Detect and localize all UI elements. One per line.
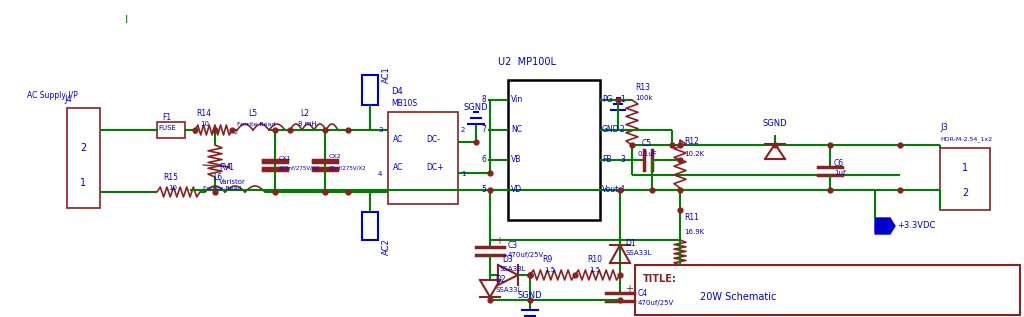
Text: 2: 2	[234, 131, 238, 135]
Text: SSA33L: SSA33L	[495, 287, 521, 293]
Bar	[67, 108, 100, 208]
Text: MB10S: MB10S	[391, 100, 417, 108]
Text: 1.5: 1.5	[544, 267, 555, 273]
Text: R15: R15	[163, 173, 178, 183]
Text: R14: R14	[196, 109, 211, 119]
Text: 10.2K: 10.2K	[684, 151, 705, 157]
Text: AC Supply I/P: AC Supply I/P	[27, 92, 78, 100]
Text: 2: 2	[620, 126, 625, 134]
Text: 1: 1	[962, 163, 968, 173]
Text: R12: R12	[684, 138, 698, 146]
Text: D3: D3	[502, 255, 513, 263]
Text: F1: F1	[162, 113, 171, 122]
Bar	[635, 265, 1020, 315]
Text: 220nf/275V/X2: 220nf/275V/X2	[279, 165, 321, 171]
Text: R10: R10	[587, 255, 602, 263]
Text: I: I	[125, 15, 128, 25]
Text: U2  MP100L: U2 MP100L	[498, 57, 556, 67]
Text: 6: 6	[481, 156, 486, 165]
Text: +: +	[495, 236, 503, 246]
Text: AC1: AC1	[382, 67, 391, 83]
Text: Vout: Vout	[602, 185, 620, 195]
Text: 22nf/275V/X2: 22nf/275V/X2	[329, 165, 367, 171]
Text: 5: 5	[481, 185, 486, 195]
Text: Vin: Vin	[511, 95, 523, 105]
Text: SGND: SGND	[518, 290, 543, 300]
Text: CX2: CX2	[329, 153, 342, 158]
Text: +: +	[625, 284, 633, 294]
Text: FB: FB	[602, 156, 611, 165]
Text: Ferrite Bead: Ferrite Bead	[203, 185, 242, 191]
Text: Varistor: Varistor	[219, 179, 246, 185]
Text: SGND: SGND	[763, 119, 787, 127]
Text: AC: AC	[393, 163, 403, 171]
Text: TITLE:: TITLE:	[643, 274, 677, 284]
Bar	[508, 80, 600, 220]
Text: GND: GND	[602, 126, 620, 134]
Text: 8: 8	[481, 95, 486, 105]
Text: Ferrite Bead: Ferrite Bead	[237, 121, 275, 126]
Text: 1: 1	[620, 95, 625, 105]
Bar	[362, 75, 378, 105]
Text: 3: 3	[378, 127, 383, 133]
Text: DC-: DC-	[426, 135, 440, 145]
Text: RV1: RV1	[219, 164, 234, 172]
Text: 1: 1	[80, 178, 86, 188]
Text: 20W Schematic: 20W Schematic	[700, 292, 776, 302]
Text: 3: 3	[620, 156, 625, 165]
Text: 10: 10	[168, 185, 177, 191]
Text: 100k: 100k	[635, 95, 652, 101]
Text: VB: VB	[511, 156, 521, 165]
Text: L5: L5	[248, 109, 257, 119]
Text: 470uf/25V: 470uf/25V	[638, 300, 674, 306]
Text: FUSE: FUSE	[158, 125, 176, 131]
Text: D1: D1	[625, 238, 636, 248]
Bar	[362, 212, 378, 240]
Text: L6: L6	[213, 173, 222, 183]
Bar	[157, 122, 185, 138]
Text: 4: 4	[620, 185, 625, 195]
Text: HDR-M-2.54_1x2: HDR-M-2.54_1x2	[940, 136, 992, 142]
Text: 1: 1	[461, 171, 466, 177]
Text: AC2: AC2	[382, 239, 391, 256]
Text: 1uf: 1uf	[834, 170, 846, 176]
Text: DC+: DC+	[426, 163, 443, 171]
Text: 7: 7	[481, 126, 486, 134]
Text: 470uf/25V: 470uf/25V	[508, 252, 544, 258]
Text: NC: NC	[511, 126, 522, 134]
Text: 4: 4	[378, 171, 382, 177]
Text: J3: J3	[940, 124, 948, 133]
Bar	[940, 148, 990, 210]
Text: SSA33L: SSA33L	[625, 250, 651, 256]
Text: SSA33L: SSA33L	[500, 266, 526, 272]
Text: D2: D2	[495, 275, 506, 284]
Text: CX1: CX1	[279, 156, 292, 160]
Text: 2: 2	[80, 143, 86, 153]
Text: J4: J4	[63, 95, 72, 105]
Bar	[388, 112, 458, 204]
Text: SGND: SGND	[464, 102, 488, 112]
Text: 2: 2	[461, 127, 465, 133]
Text: VD: VD	[511, 185, 522, 195]
Text: 1.5: 1.5	[589, 267, 600, 273]
Text: 2: 2	[962, 188, 968, 198]
Text: PG: PG	[602, 95, 612, 105]
Text: 1: 1	[193, 131, 196, 135]
Text: +3.3VDC: +3.3VDC	[897, 222, 935, 230]
Text: C5: C5	[642, 139, 652, 148]
Text: 16.9K: 16.9K	[684, 229, 705, 235]
Text: 10: 10	[200, 121, 209, 127]
Text: R9: R9	[542, 255, 552, 263]
Text: D4: D4	[391, 87, 402, 96]
Text: C6: C6	[834, 158, 844, 167]
Text: 8 mH: 8 mH	[298, 121, 316, 127]
Text: C4: C4	[638, 288, 648, 297]
Text: R13: R13	[635, 83, 650, 93]
Text: R11: R11	[684, 214, 698, 223]
Text: 0.1uF: 0.1uF	[638, 151, 657, 157]
Text: C3: C3	[508, 241, 518, 249]
Polygon shape	[874, 218, 895, 234]
Text: L2: L2	[300, 109, 309, 119]
Text: AC: AC	[393, 135, 403, 145]
